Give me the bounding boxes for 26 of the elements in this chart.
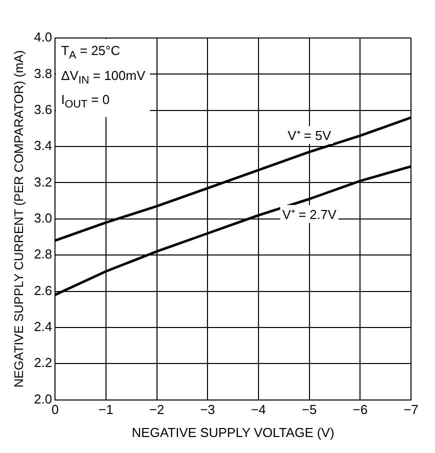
x-tick-label: −6: [352, 402, 368, 418]
y-tick-label: 2.0: [34, 391, 52, 406]
y-axis-title: NEGATIVE SUPPLY CURRENT (PER COMPARATOR) (mA): [12, 50, 26, 388]
x-tick-label: −2: [149, 402, 164, 418]
annotation: ΔV$_{IN}$ = 100mV: [61, 66, 146, 88]
y-tick-label: 2.6: [34, 282, 52, 298]
y-tick-label: 4.0: [34, 30, 52, 45]
y-tick-label: 2.2: [34, 355, 52, 370]
y-tick-label: 3.0: [34, 210, 52, 226]
annotation: I$_{OUT}$ = 0: [61, 91, 111, 113]
y-tick-label: 3.8: [34, 66, 52, 81]
x-tick-label: −4: [251, 402, 266, 418]
annotation: T$_{A}$ = 25°C: [61, 42, 122, 64]
x-tick-label: −3: [200, 402, 216, 418]
y-tick-label: 2.4: [34, 319, 52, 334]
y-tick-label: 3.6: [34, 102, 52, 117]
x-tick-label: −7: [404, 402, 418, 418]
y-tick-label: 3.4: [34, 138, 52, 154]
y-tick-label: 2.8: [34, 246, 52, 262]
series-label: V⁺ = 2.7V: [282, 207, 337, 222]
x-tick-label: −1: [98, 402, 114, 418]
series-label: V⁺ = 5V: [288, 128, 332, 143]
x-axis-title: NEGATIVE SUPPLY VOLTAGE (V): [132, 424, 334, 440]
x-tick-label: −5: [302, 402, 317, 418]
y-tick-label: 3.2: [34, 174, 52, 190]
x-tick-label: 0: [51, 402, 59, 418]
